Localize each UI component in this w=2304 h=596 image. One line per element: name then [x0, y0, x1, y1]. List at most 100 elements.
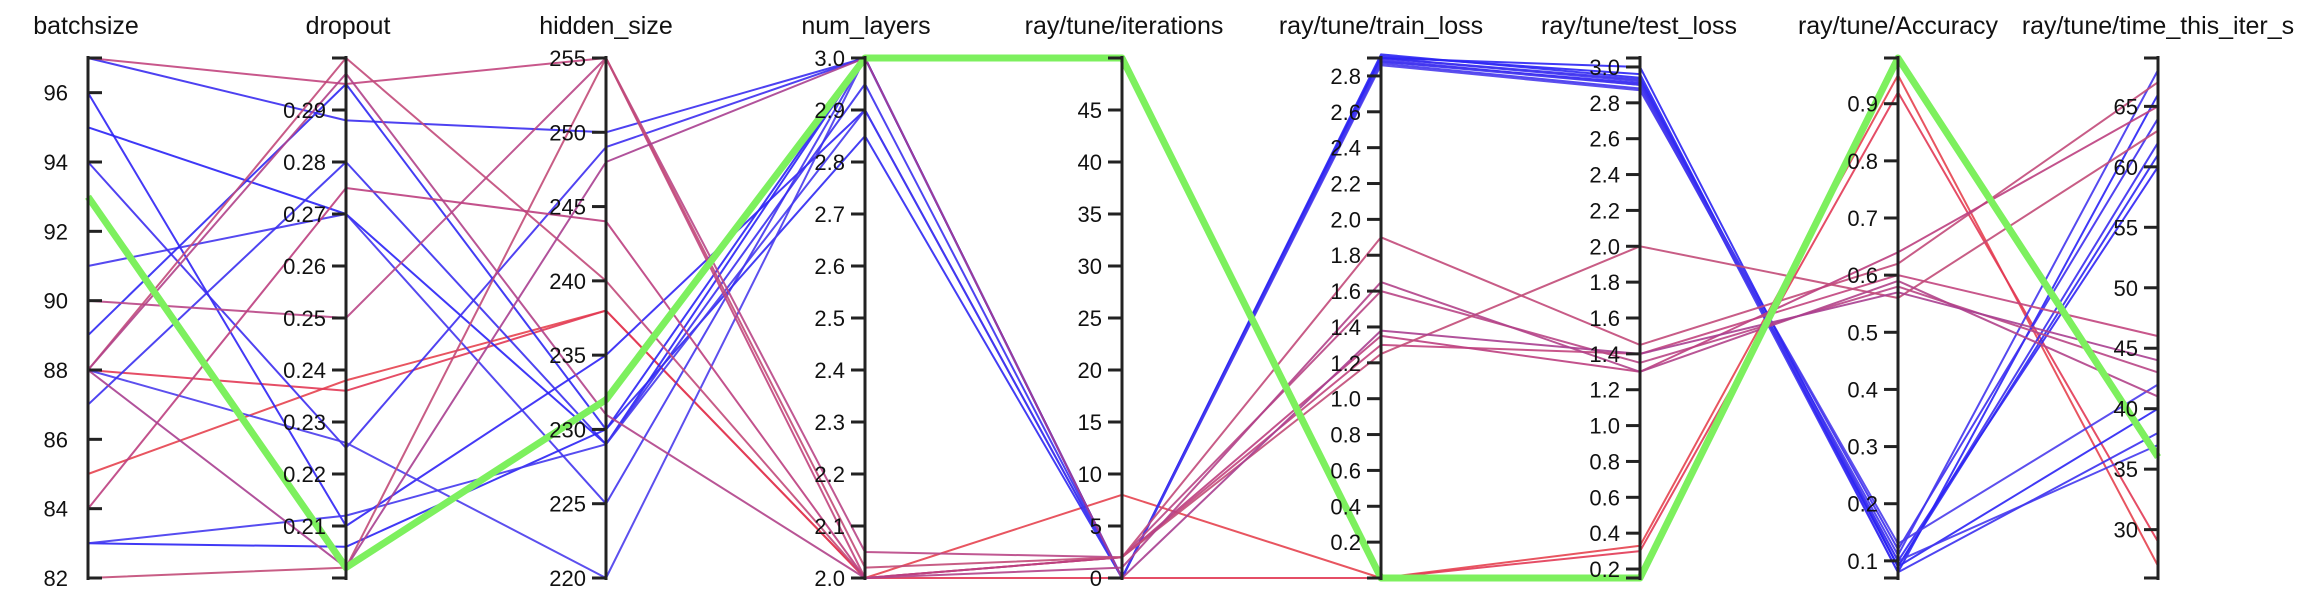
- tick-label: 3.0: [1589, 55, 1620, 80]
- tick-label: 2.2: [1330, 172, 1361, 197]
- tick-label: 225: [549, 492, 586, 517]
- tick-label: 2.8: [814, 150, 845, 175]
- tick-label: 55: [2114, 215, 2138, 240]
- tick-label: 2.5: [814, 306, 845, 331]
- tick-label: 0.2: [1330, 530, 1361, 555]
- tick-label: 0: [1090, 566, 1102, 591]
- tick-label: 0.28: [283, 150, 326, 175]
- tick-label: 1.0: [1330, 387, 1361, 412]
- tick-label: 0.23: [283, 410, 326, 435]
- tick-label: 84: [44, 497, 68, 522]
- tick-label: 45: [1078, 98, 1102, 123]
- tick-label: 0.26: [283, 254, 326, 279]
- tick-label: 86: [44, 427, 68, 452]
- tick-label: 0.7: [1847, 206, 1878, 231]
- tick-label: 0.2: [1589, 557, 1620, 582]
- tick-label: 0.8: [1330, 423, 1361, 448]
- axis-iterations: ray/tune/iterations 0 5 10 15 20 25 30 35 40 45: [1025, 12, 1224, 591]
- tick-label: 220: [549, 566, 586, 591]
- tick-label: 0.6: [1589, 485, 1620, 510]
- axis-title: num_layers: [801, 12, 930, 40]
- tick-label: 1.6: [1589, 306, 1620, 331]
- tick-label: 0.3: [1847, 435, 1878, 460]
- tick-label: 96: [44, 81, 68, 106]
- tick-label: 90: [44, 289, 68, 314]
- axis-dropout: dropout 0.21 0.22 0.23 0.24 0.25 0.26 0.27 0.28 0…: [283, 12, 390, 580]
- tick-label: 240: [549, 269, 586, 294]
- tick-label: 50: [2114, 276, 2138, 301]
- axis-title: ray/tune/time_this_iter_s: [2022, 12, 2294, 40]
- tick-label: 1.8: [1589, 270, 1620, 295]
- tick-label: 0.29: [283, 98, 326, 123]
- tick-label: 0.27: [283, 202, 326, 227]
- tick-label: 0.21: [283, 514, 326, 539]
- tick-label: 35: [2114, 457, 2138, 482]
- tick-label: 0.1: [1847, 549, 1878, 574]
- tick-label: 0.2: [1847, 492, 1878, 517]
- tick-label: 0.8: [1847, 149, 1878, 174]
- axes: batchsize 82 84 86 88 90 92 94 96 dropout 0.21 0.2 2…: [33, 12, 2294, 591]
- tick-label: 0.25: [283, 306, 326, 331]
- tick-label: 2.4: [814, 358, 845, 383]
- axis-title: ray/tune/Accuracy: [1798, 12, 1999, 40]
- tick-label: 1.0: [1589, 414, 1620, 439]
- tick-label: 30: [2114, 518, 2138, 543]
- tick-label: 2.0: [1589, 234, 1620, 259]
- axis-hidden_size: hidden_size 220 225 230 235 240 245 250 255: [539, 12, 672, 591]
- tick-label: 30: [1078, 254, 1102, 279]
- tick-label: 250: [549, 120, 586, 145]
- tick-label: 2.4: [1589, 163, 1620, 188]
- axis-test_loss: ray/tune/test_loss 0.2 0.4 0.6 0.8 1.0 1.2 1.4 1…: [1541, 12, 1737, 582]
- tick-label: 88: [44, 358, 68, 383]
- axis-time_this_iter: ray/tune/time_this_iter_s 30 35 40 45 50 55 60 6…: [2022, 12, 2294, 580]
- tick-label: 15: [1078, 410, 1102, 435]
- tick-label: 0.6: [1847, 263, 1878, 288]
- tick-label: 92: [44, 219, 68, 244]
- tick-label: 255: [549, 46, 586, 71]
- tick-label: 0.8: [1589, 449, 1620, 474]
- tick-label: 2.9: [814, 98, 845, 123]
- tick-label: 2.2: [1589, 198, 1620, 223]
- tick-label: 0.24: [283, 358, 326, 383]
- tick-label: 10: [1078, 462, 1102, 487]
- tick-label: 1.4: [1330, 315, 1361, 340]
- tick-label: 2.6: [814, 254, 845, 279]
- axis-title: ray/tune/iterations: [1025, 12, 1224, 40]
- axis-title: ray/tune/train_loss: [1279, 12, 1483, 40]
- tick-label: 2.8: [1589, 91, 1620, 116]
- tick-label: 20: [1078, 358, 1102, 383]
- tick-label: 94: [44, 150, 68, 175]
- tick-label: 245: [549, 195, 586, 220]
- tick-label: 2.3: [814, 410, 845, 435]
- tick-label: 1.8: [1330, 243, 1361, 268]
- tick-label: 3.0: [814, 46, 845, 71]
- tick-label: 0.4: [1589, 521, 1620, 546]
- tick-label: 1.2: [1330, 351, 1361, 376]
- tick-label: 0.4: [1847, 377, 1878, 402]
- axis-title: ray/tune/test_loss: [1541, 12, 1737, 40]
- tick-label: 2.0: [1330, 207, 1361, 232]
- tick-label: 82: [44, 566, 68, 591]
- tick-label: 65: [2114, 94, 2138, 119]
- tick-label: 2.1: [814, 514, 845, 539]
- axis-title: dropout: [306, 12, 391, 40]
- axis-accuracy: ray/tune/Accuracy 0.1 0.2 0.3 0.4 0.5 0.6 0.7 0.…: [1798, 12, 1999, 580]
- tick-label: 2.6: [1330, 100, 1361, 125]
- tick-label: 1.4: [1589, 342, 1620, 367]
- tick-label: 0.4: [1330, 494, 1361, 519]
- tick-label: 0.9: [1847, 92, 1878, 117]
- tick-label: 2.6: [1589, 127, 1620, 152]
- tick-label: 40: [1078, 150, 1102, 175]
- tick-label: 2.4: [1330, 136, 1361, 161]
- tick-label: 235: [549, 343, 586, 368]
- tick-label: 35: [1078, 202, 1102, 227]
- tick-label: 60: [2114, 155, 2138, 180]
- tick-label: 1.2: [1589, 378, 1620, 403]
- axis-title: hidden_size: [539, 12, 672, 40]
- tick-label: 1.6: [1330, 279, 1361, 304]
- axis-title: batchsize: [33, 12, 139, 40]
- tick-label: 0.6: [1330, 458, 1361, 483]
- tick-label: 5: [1090, 514, 1102, 539]
- axis-batchsize: batchsize 82 84 86 88 90 92 94 96: [33, 12, 139, 591]
- tick-label: 45: [2114, 336, 2138, 361]
